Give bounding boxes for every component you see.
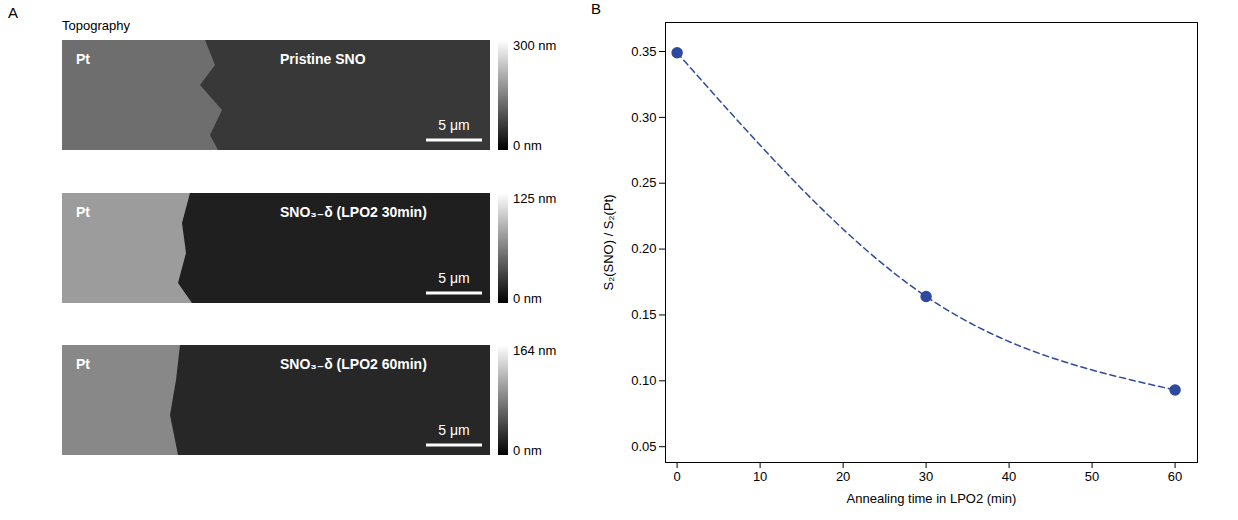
svg-text:S₂(SNO) / S₂(Pt): S₂(SNO) / S₂(Pt) [601,194,616,290]
svg-text:5 μm: 5 μm [438,422,469,438]
svg-text:125 nm: 125 nm [513,191,556,206]
svg-text:A: A [8,4,18,21]
svg-text:Pt: Pt [76,356,90,372]
svg-text:10: 10 [753,469,767,484]
svg-text:0.35: 0.35 [631,44,656,59]
svg-text:Pristine SNO: Pristine SNO [280,51,366,67]
svg-text:Topography: Topography [62,18,130,33]
svg-text:20: 20 [836,469,850,484]
svg-text:SNO₃₋δ (LPO2 60min): SNO₃₋δ (LPO2 60min) [280,356,427,372]
svg-text:0.30: 0.30 [631,110,656,125]
svg-text:300 nm: 300 nm [513,38,556,53]
svg-text:60: 60 [1168,469,1182,484]
svg-text:0.10: 0.10 [631,373,656,388]
svg-text:Pt: Pt [76,204,90,220]
svg-text:0 nm: 0 nm [513,138,542,153]
svg-text:0 nm: 0 nm [513,443,542,458]
svg-text:0 nm: 0 nm [513,291,542,306]
svg-text:0: 0 [674,469,681,484]
svg-text:Pt: Pt [76,51,90,67]
svg-text:Annealing time in LPO2 (min): Annealing time in LPO2 (min) [847,491,1017,506]
svg-text:SNO₃₋δ (LPO2 30min): SNO₃₋δ (LPO2 30min) [280,204,427,220]
svg-text:30: 30 [919,469,933,484]
svg-text:164 nm: 164 nm [513,343,556,358]
svg-text:0.25: 0.25 [631,175,656,190]
svg-text:50: 50 [1085,469,1099,484]
html-text:B: B [591,0,601,17]
svg-text:5 μm: 5 μm [438,270,469,286]
svg-text:0.15: 0.15 [631,307,656,322]
svg-text:5 μm: 5 μm [438,117,469,133]
svg-text:40: 40 [1002,469,1016,484]
svg-text:0.05: 0.05 [631,439,656,454]
svg-text:0.20: 0.20 [631,241,656,256]
